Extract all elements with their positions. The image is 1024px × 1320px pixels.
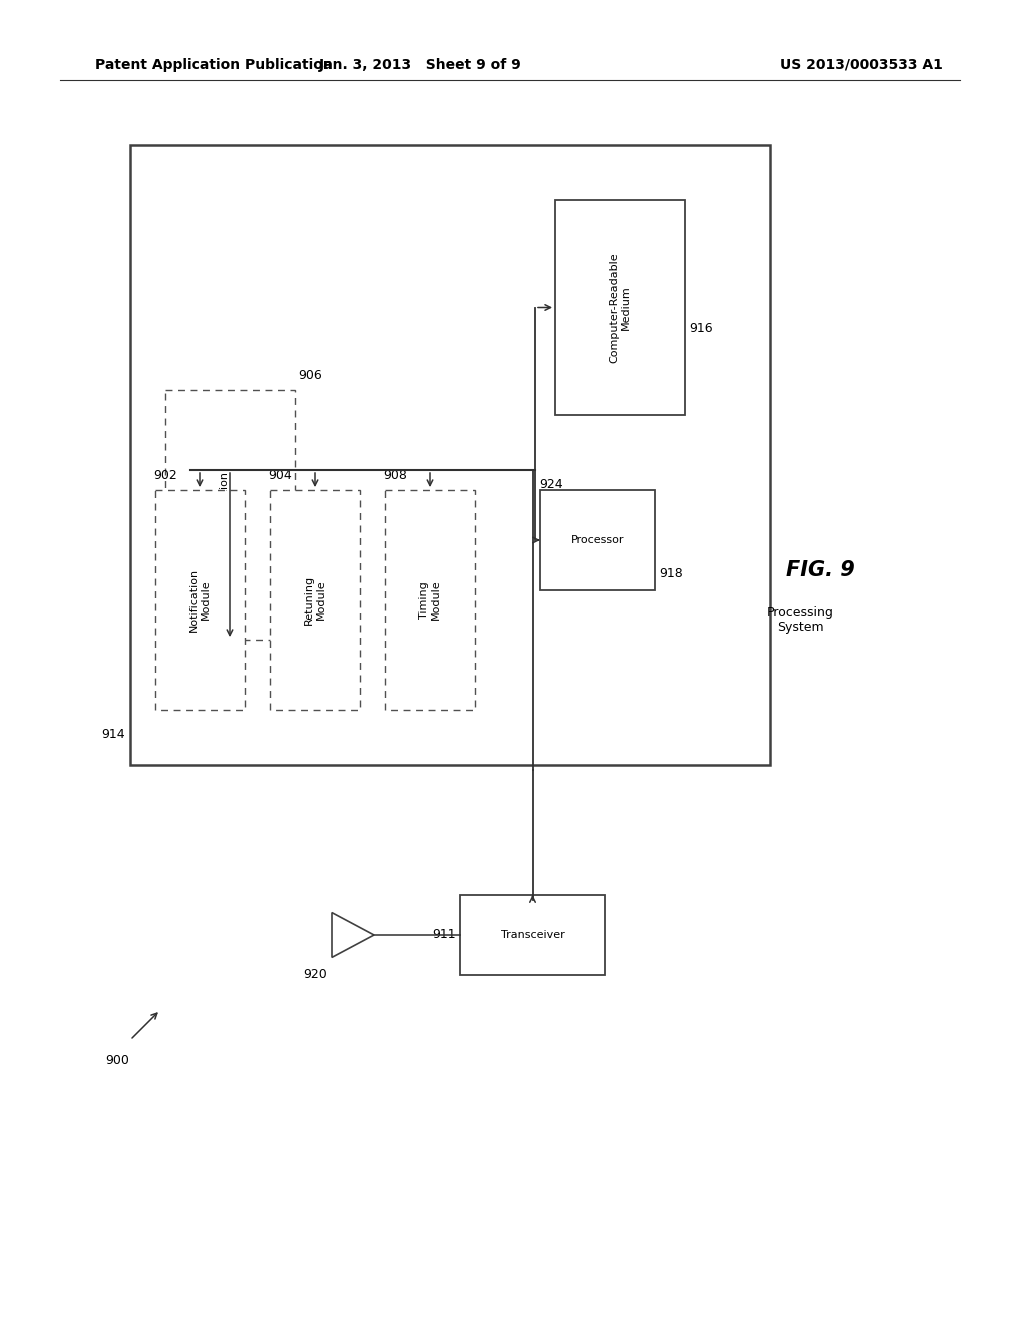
Text: 900: 900 (105, 1053, 129, 1067)
Text: 902: 902 (153, 469, 177, 482)
Text: 911: 911 (432, 928, 456, 941)
Text: Communication
Module: Communication Module (219, 471, 241, 558)
Bar (385, 490, 475, 710)
Text: Patent Application Publication: Patent Application Publication (95, 58, 333, 73)
Bar (270, 490, 360, 710)
Text: Processor: Processor (570, 535, 625, 545)
Bar (130, 145, 770, 766)
Bar (540, 490, 655, 590)
Text: 918: 918 (659, 568, 683, 579)
Text: Computer-Readable
Medium: Computer-Readable Medium (609, 252, 631, 363)
Text: Transceiver: Transceiver (501, 931, 564, 940)
Text: Timing
Module: Timing Module (419, 579, 440, 620)
Text: FIG. 9: FIG. 9 (785, 560, 854, 579)
Text: US 2013/0003533 A1: US 2013/0003533 A1 (780, 58, 943, 73)
Bar (555, 201, 685, 414)
Bar (165, 389, 295, 640)
Text: Processing
System: Processing System (767, 606, 834, 634)
Text: Retuning
Module: Retuning Module (304, 576, 326, 626)
Text: 908: 908 (383, 469, 407, 482)
Bar (460, 895, 605, 975)
Text: 924: 924 (539, 478, 562, 491)
Text: 914: 914 (101, 729, 125, 742)
Text: Notification
Module: Notification Module (189, 568, 211, 632)
Text: 920: 920 (303, 968, 327, 981)
Bar (155, 490, 245, 710)
Text: Jan. 3, 2013   Sheet 9 of 9: Jan. 3, 2013 Sheet 9 of 9 (318, 58, 521, 73)
Text: 904: 904 (268, 469, 292, 482)
Text: 916: 916 (689, 322, 713, 335)
Text: 906: 906 (298, 370, 322, 381)
